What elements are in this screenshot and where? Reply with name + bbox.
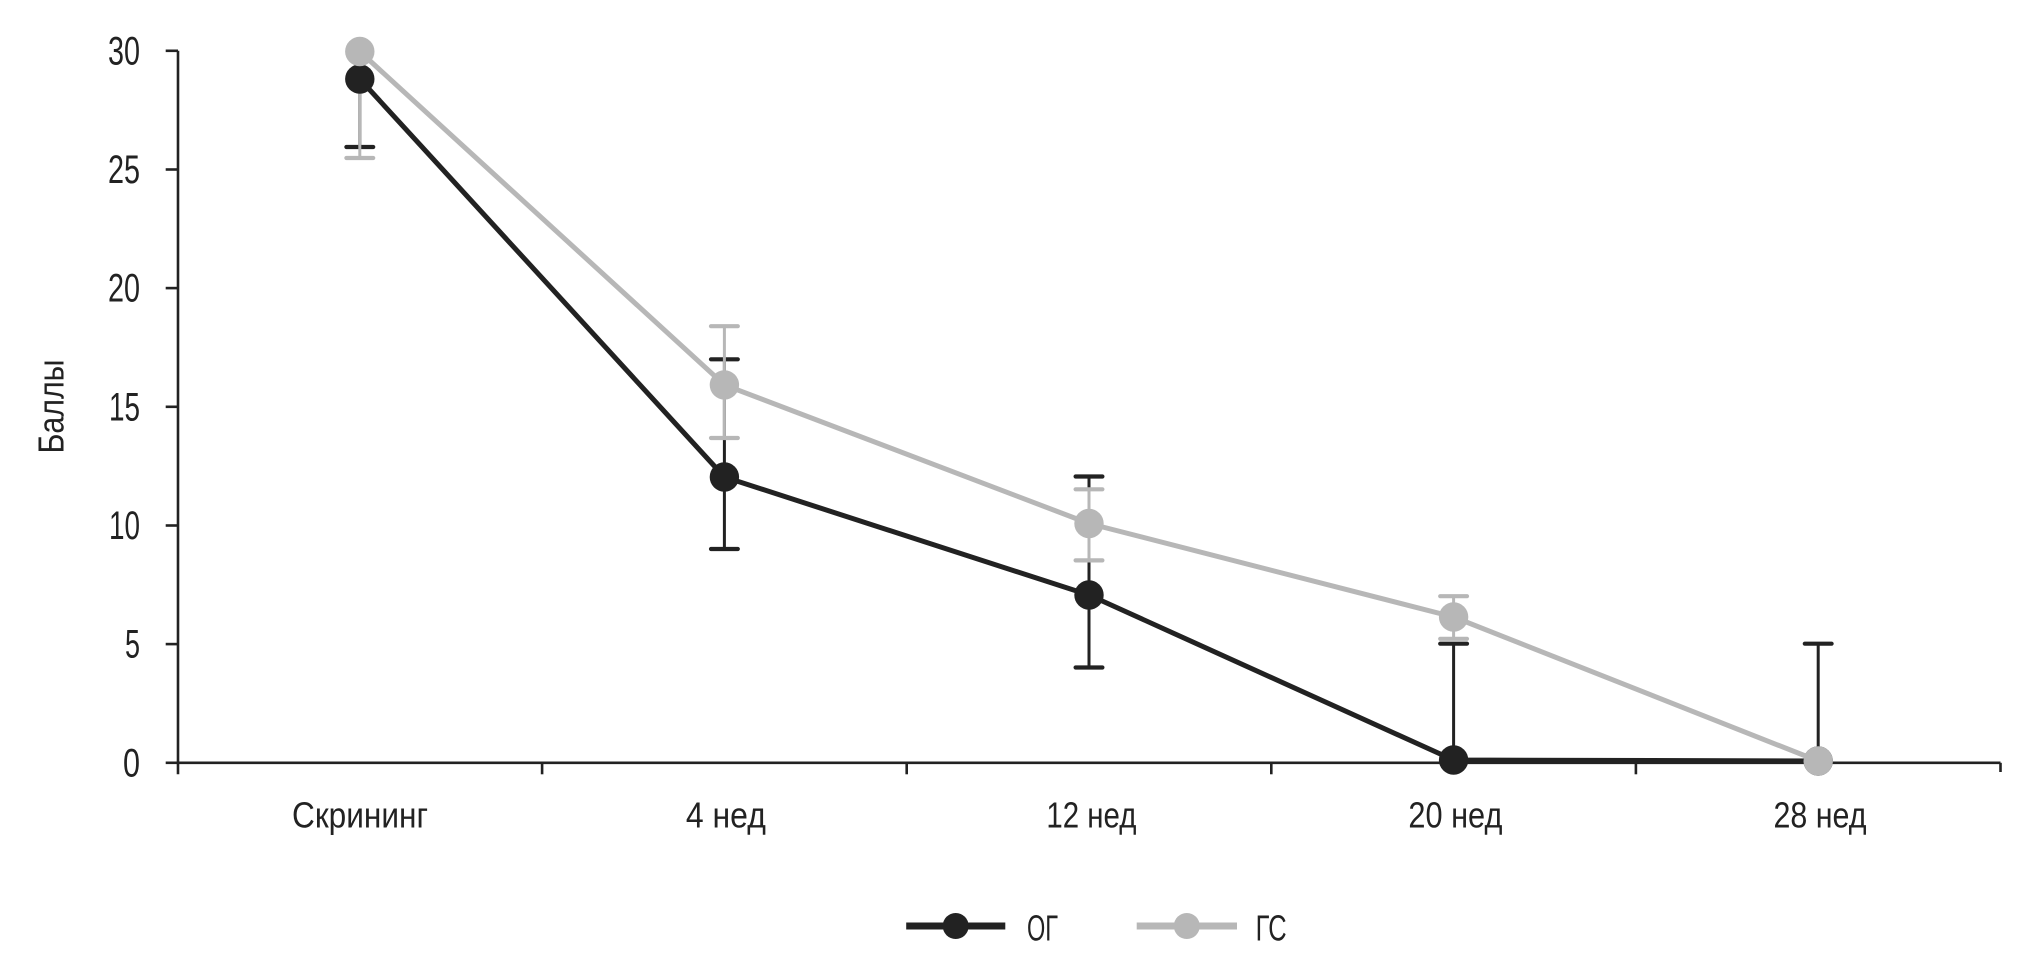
- svg-text:20: 20: [108, 267, 140, 311]
- svg-text:Баллы: Баллы: [31, 360, 72, 454]
- svg-text:15: 15: [109, 385, 140, 429]
- svg-text:10: 10: [109, 504, 140, 548]
- svg-text:25: 25: [108, 148, 140, 192]
- svg-text:28 нед: 28 нед: [1774, 795, 1867, 836]
- svg-text:30: 30: [108, 29, 140, 73]
- svg-text:Скрининг: Скрининг: [292, 795, 428, 836]
- svg-text:20 нед: 20 нед: [1408, 795, 1502, 836]
- svg-text:12 нед: 12 нед: [1046, 795, 1136, 836]
- svg-text:5: 5: [125, 623, 140, 667]
- svg-text:ОГ: ОГ: [1027, 908, 1058, 949]
- svg-text:ГС: ГС: [1256, 908, 1287, 949]
- svg-text:0: 0: [123, 742, 140, 786]
- svg-text:4 нед: 4 нед: [686, 795, 766, 836]
